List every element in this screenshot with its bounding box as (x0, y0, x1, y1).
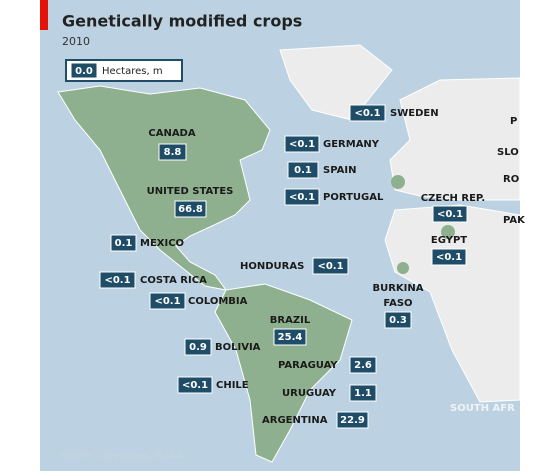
value-box (158, 143, 187, 161)
value-box (431, 248, 467, 266)
country-value: <0.1 (436, 252, 462, 263)
africa (384, 204, 521, 403)
country-value: 25.4 (278, 332, 303, 343)
country-name: CZECH REP. (421, 193, 485, 204)
value-box (284, 135, 320, 153)
cut-label: SOUTH AFR (450, 403, 515, 414)
country-value: <0.1 (289, 192, 315, 203)
value-box (99, 271, 136, 289)
value-box (273, 328, 307, 346)
value-box (177, 376, 213, 394)
country-value: <0.1 (317, 261, 343, 272)
country-name: HONDURAS (240, 261, 304, 272)
country-value: <0.1 (289, 139, 315, 150)
country-value: 8.8 (164, 147, 182, 158)
legend-swatch (70, 62, 98, 79)
country-name: PORTUGAL (323, 192, 384, 203)
country-value: <0.1 (437, 209, 463, 220)
country-name: COLOMBIA (188, 296, 248, 307)
value-box (349, 356, 377, 374)
country-name: SPAIN (323, 165, 356, 176)
subtitle: 2010 (62, 35, 90, 48)
value-box (432, 205, 468, 223)
source: Source: Clive James, ISAAA (60, 452, 183, 462)
country-value: 66.8 (178, 204, 203, 215)
country-value: 0.1 (294, 165, 312, 176)
country-name: GERMANY (323, 139, 380, 150)
value-box (287, 161, 319, 179)
cut-label: PAK (503, 215, 526, 226)
country-name: EGYPT (431, 235, 467, 246)
legend-value: 0.0 (75, 66, 93, 77)
country-name: PARAGUAY (278, 360, 338, 371)
red-tab (40, 0, 48, 30)
country-name: SWEDEN (390, 108, 439, 119)
country-value: 22.9 (340, 415, 365, 426)
country-value: <0.1 (104, 275, 130, 286)
country-value: 0.9 (189, 342, 207, 353)
value-box (184, 338, 212, 356)
cut-label: P (510, 116, 517, 127)
value-box (336, 411, 369, 429)
country-value: <0.1 (354, 108, 380, 119)
country-name: CANADA (148, 128, 195, 139)
legend-label: Hectares, m (102, 66, 163, 77)
value-box (349, 384, 377, 402)
title: Genetically modified crops (62, 12, 302, 31)
europe (389, 77, 521, 201)
spain-area (391, 175, 405, 189)
value-box (349, 104, 386, 122)
south-america (214, 283, 353, 463)
value-box (384, 311, 412, 329)
value-box (284, 188, 320, 206)
north-america (57, 85, 271, 291)
country-value: <0.1 (182, 380, 208, 391)
value-box (149, 292, 186, 310)
country-name: URUGUAY (282, 388, 337, 399)
country-name: CHILE (216, 380, 249, 391)
country-name: FASO (383, 298, 412, 309)
country-name: BRAZIL (270, 315, 311, 326)
country-value: <0.1 (154, 296, 180, 307)
country-value: 2.6 (354, 360, 372, 371)
country-name: BOLIVIA (215, 342, 261, 353)
country-name: UNITED STATES (147, 186, 234, 197)
country-value: 0.1 (115, 238, 133, 249)
country-value: 1.1 (354, 388, 372, 399)
burkina-area (397, 262, 409, 274)
country-name: ARGENTINA (262, 415, 328, 426)
cut-label: RO (503, 174, 519, 185)
country-name: BURKINA (372, 283, 423, 294)
cut-label: SLO (497, 147, 519, 158)
egypt-area (441, 225, 455, 239)
country-name: MEXICO (140, 238, 184, 249)
country-value: 0.3 (389, 315, 407, 326)
value-box (174, 200, 207, 218)
country-name: COSTA RICA (140, 275, 207, 286)
value-box (110, 234, 137, 252)
value-box (312, 257, 349, 275)
